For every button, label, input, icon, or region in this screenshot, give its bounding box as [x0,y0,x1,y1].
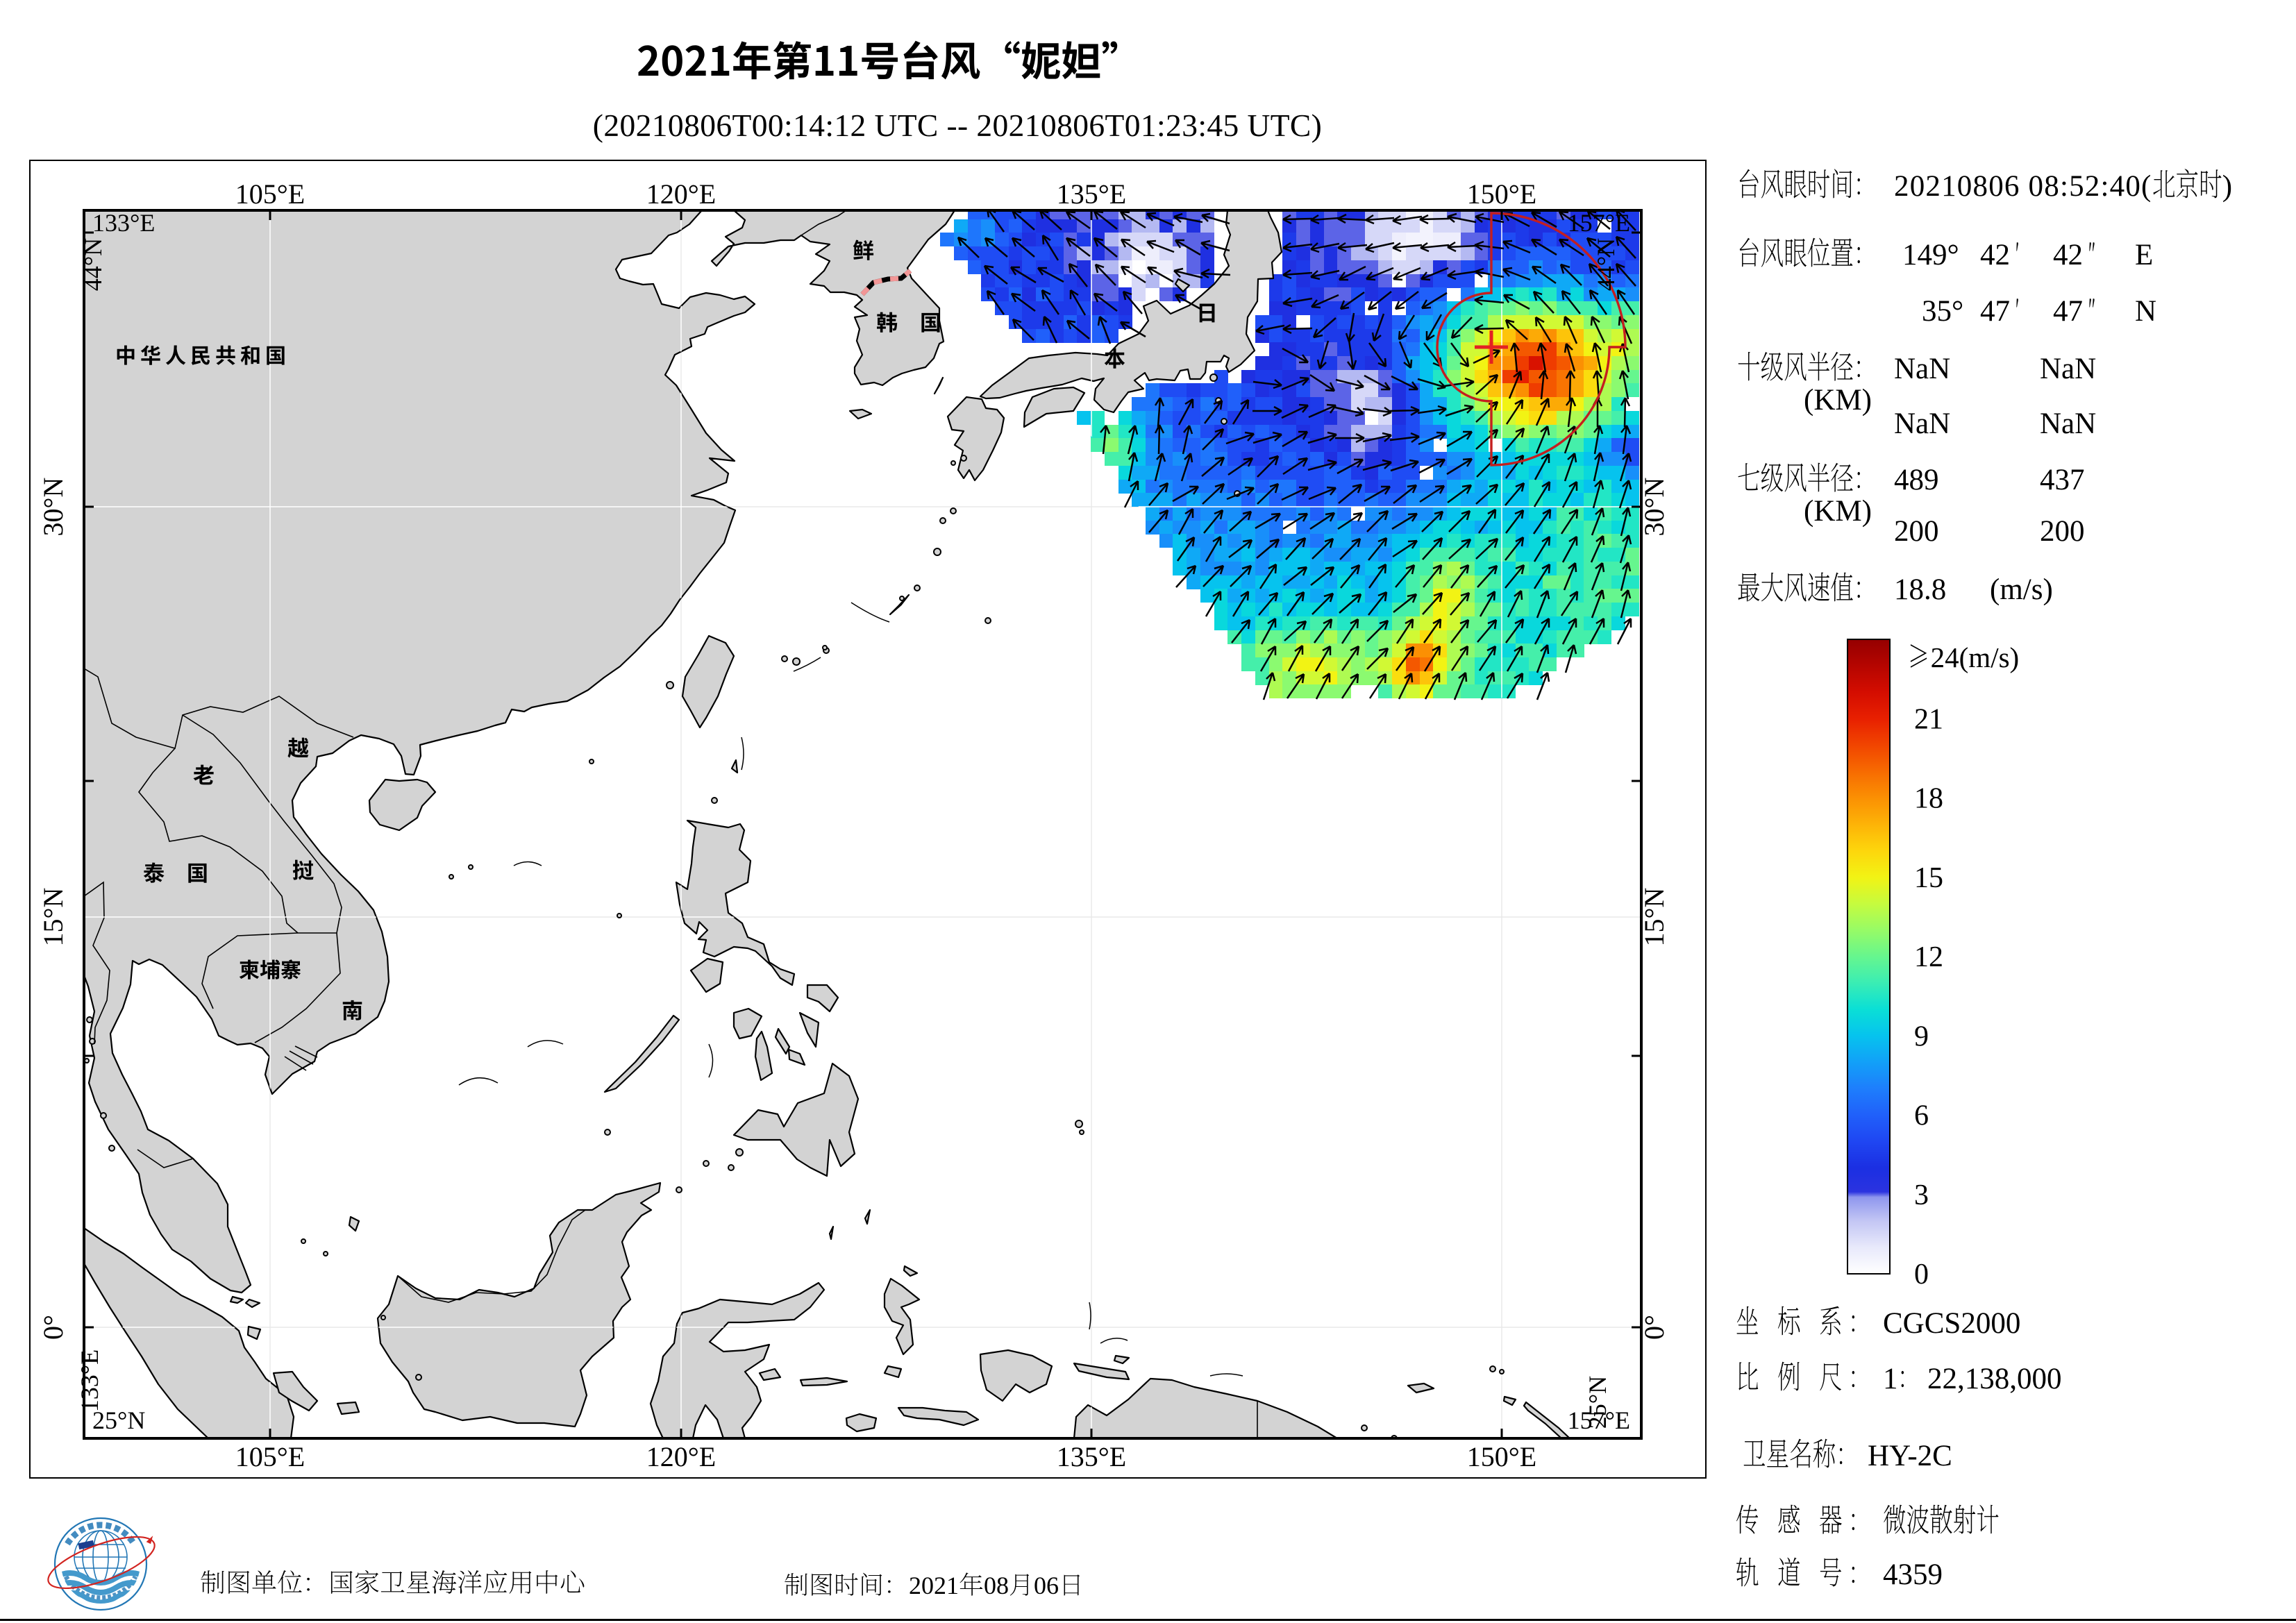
svg-text:47: 47 [2053,295,2083,328]
svg-text:18: 18 [1914,783,1943,815]
svg-text:NaN: NaN [2040,407,2096,440]
svg-text:20210806 08:52:40(: 20210806 08:52:40( [1894,170,2152,203]
svg-text:200: 200 [1894,515,1939,548]
svg-text:150°E: 150°E [1467,1441,1536,1472]
svg-text:NaN: NaN [1894,407,1950,440]
svg-text:135°E: 135°E [1057,1441,1126,1472]
svg-text:2021: 2021 [909,1572,959,1599]
svg-text:120°E: 120°E [646,178,716,210]
svg-text:HY-2C: HY-2C [1868,1440,1952,1472]
svg-text:133°E: 133°E [76,1349,103,1412]
svg-text:489: 489 [1894,464,1939,496]
svg-text:08: 08 [984,1572,1009,1599]
svg-text:21: 21 [1914,703,1943,735]
svg-text:9: 9 [1914,1020,1929,1052]
svg-text:0: 0 [1914,1259,1929,1290]
svg-text:(20210806T00:14:12 UTC -- 2021: (20210806T00:14:12 UTC -- 20210806T01:23… [593,108,1322,143]
svg-text:4359: 4359 [1883,1558,1943,1591]
svg-text:44°N: 44°N [1592,238,1620,291]
svg-text:06: 06 [1034,1572,1059,1599]
svg-text:(KM): (KM) [1804,384,1872,417]
svg-text:): ) [2222,170,2232,203]
svg-text:44°N: 44°N [79,238,107,291]
svg-text:(m/s): (m/s) [1990,573,2053,606]
svg-text:E: E [2135,239,2153,271]
svg-text:135°E: 135°E [1057,178,1126,210]
svg-text:149°: 149° [1902,239,1959,271]
svg-text:NaN: NaN [2040,353,2096,385]
svg-text:42: 42 [1980,239,2010,271]
svg-text:133°E: 133°E [92,209,155,237]
svg-text:47: 47 [1980,295,2010,328]
svg-text:12: 12 [1914,941,1943,973]
svg-text:25°N: 25°N [92,1406,145,1434]
svg-text:18.8: 18.8 [1894,573,1946,606]
svg-text:0°: 0° [37,1315,69,1340]
svg-text:22,138,000: 22,138,000 [1927,1363,2062,1395]
svg-text:1: 1 [1883,1363,1898,1395]
svg-text:120°E: 120°E [646,1441,716,1472]
svg-text:105°E: 105°E [235,178,305,210]
svg-text:150°E: 150°E [1467,178,1536,210]
svg-text:15°N: 15°N [37,888,69,947]
svg-text:24(m/s): 24(m/s) [1931,641,2020,673]
svg-text:CGCS2000: CGCS2000 [1883,1307,2020,1340]
svg-text:42: 42 [2053,239,2083,271]
svg-text:157°E: 157°E [1568,209,1630,237]
svg-text:N: N [2135,295,2156,328]
svg-text:15: 15 [1914,862,1943,894]
svg-text:437: 437 [2040,464,2085,496]
svg-text:0°: 0° [1639,1315,1670,1340]
svg-text:200: 200 [2040,515,2085,548]
svg-text:NaN: NaN [1894,353,1950,385]
svg-text:15°N: 15°N [1639,888,1670,947]
svg-text:30°N: 30°N [1639,478,1670,537]
svg-text:6: 6 [1914,1100,1929,1132]
svg-text:105°E: 105°E [235,1441,305,1472]
svg-text:25°N: 25°N [1584,1376,1611,1429]
svg-text:30°N: 30°N [37,478,69,537]
svg-text:35°: 35° [1922,295,1963,328]
svg-text:157°E: 157°E [1568,1406,1630,1434]
svg-text:(KM): (KM) [1804,495,1872,528]
svg-text:3: 3 [1914,1179,1929,1211]
